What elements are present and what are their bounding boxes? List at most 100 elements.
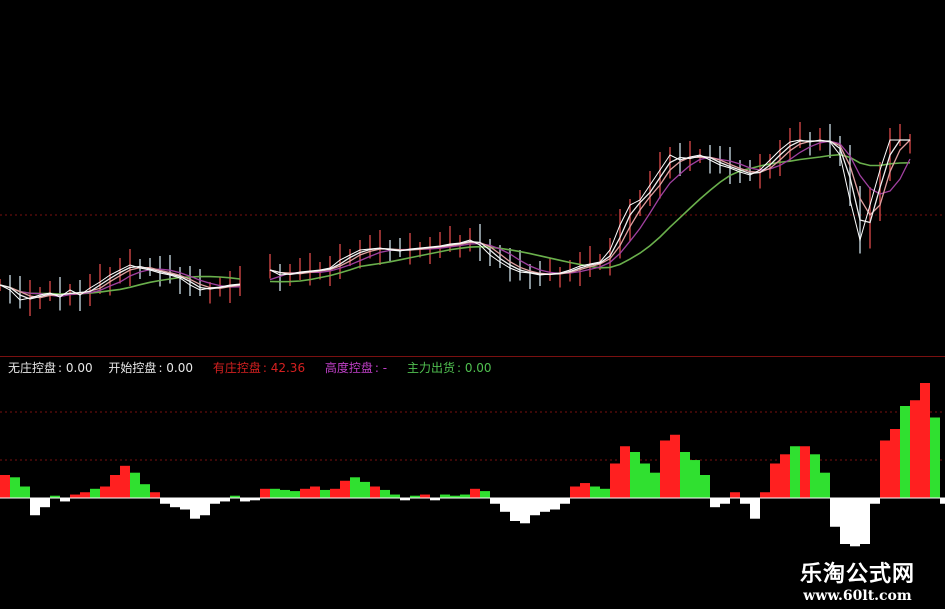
histogram-bar [230,495,240,498]
histogram-bar [440,494,450,498]
histogram-bar [40,498,50,508]
histogram-bar [80,492,90,498]
close-line [0,139,910,301]
histogram-bar [360,481,370,498]
histogram-bar [910,400,920,498]
legend-item-no-control: 无庄控盘: 0.00 [8,361,93,375]
histogram-bar [570,486,580,498]
histogram-bar [220,498,230,502]
histogram-bar [350,477,360,498]
histogram-bar [680,452,690,498]
legend-value: 0.00 [65,361,93,375]
watermark-name: 乐淘公式网 [799,562,915,587]
histogram-bar [170,498,180,508]
histogram-bar [770,463,780,498]
indicator-legend: 无庄控盘: 0.00 开始控盘: 0.00 有庄控盘: 42.36 高度控盘: … [8,359,496,376]
histogram-bar [390,494,400,498]
histogram-bar [200,498,210,516]
histogram-bar [820,472,830,498]
histogram-bar [420,494,430,498]
histogram-bar [840,498,850,544]
price-panel[interactable] [0,0,945,350]
histogram-bar [210,498,220,504]
histogram-bar [490,498,500,504]
legend-item-high-control: 高度控盘: - [324,361,388,375]
legend-item-controlled: 有庄控盘: 42.36 [212,361,306,375]
legend-item-distribution: 主力出货: 0.00 [406,361,492,375]
histogram-bar [150,492,160,498]
legend-value: - [382,361,388,375]
histogram-bar [410,495,420,498]
legend-value: 42.36 [270,361,306,375]
histogram-bar [610,463,620,498]
histogram-bar [10,477,20,498]
histogram-bar [830,498,840,527]
histogram-bar [470,488,480,498]
ma-short2-line [0,139,911,299]
histogram-bar [310,486,320,498]
histogram-bar [700,475,710,498]
panel-divider [0,356,945,357]
histogram-bar [750,498,760,519]
histogram-bar [550,498,560,510]
histogram-bar [660,440,670,498]
histogram-bar [330,488,340,498]
legend-label: 有庄控盘 [212,361,261,375]
legend-value: 0.00 [166,361,194,375]
histogram-bar [630,452,640,498]
histogram-bar [140,484,150,498]
legend-value: 0.00 [464,361,492,375]
histogram-bar [160,498,170,504]
histogram-bar [270,488,280,498]
histogram-bar [540,498,550,512]
histogram-bar [870,498,880,504]
histogram-bar [460,494,470,498]
histogram-bar [320,489,330,498]
histogram-bar [190,498,200,519]
histogram-bar [810,454,820,498]
histogram-bar [920,383,930,498]
histogram-bar [780,454,790,498]
histogram-bar [100,486,110,498]
histogram-bar [90,488,100,498]
histogram-bar [520,498,530,524]
histogram-bar [860,498,870,544]
histogram-bar [790,446,800,498]
legend-label: 高度控盘 [324,361,373,375]
histogram-bar [370,486,380,498]
histogram-bar [430,498,440,501]
histogram-bar [70,494,80,498]
ma-mid-line [0,140,911,298]
histogram-bar [600,488,610,498]
histogram-bar [60,498,70,502]
indicator-panel[interactable] [0,380,945,560]
histogram-bar [280,489,290,498]
histogram-bar [340,480,350,498]
histogram-bar [740,498,750,504]
histogram-bar [900,406,910,498]
histogram-bar [300,488,310,498]
histogram-bar [940,498,945,504]
histogram-bar [20,486,30,498]
histogram-bar [120,465,130,498]
legend-label: 主力出货 [406,361,455,375]
histogram-bar [530,498,540,516]
histogram-bar [800,446,810,498]
histogram-bar [110,475,120,498]
histogram-bar [690,460,700,498]
watermark: 乐淘公式网 www.60lt.com [800,556,915,604]
legend-label: 无庄控盘 [8,361,57,375]
histogram-bar [640,463,650,498]
histogram-bar [720,498,730,504]
histogram-bar [890,429,900,498]
histogram-bar [730,492,740,498]
histogram-bar [250,498,260,501]
histogram-bar [400,498,410,501]
histogram-bar [30,498,40,516]
histogram-bar [650,472,660,498]
histogram-bar [380,489,390,498]
histogram-bar [760,492,770,498]
histogram-bar [670,434,680,498]
histogram-bar [930,417,940,498]
